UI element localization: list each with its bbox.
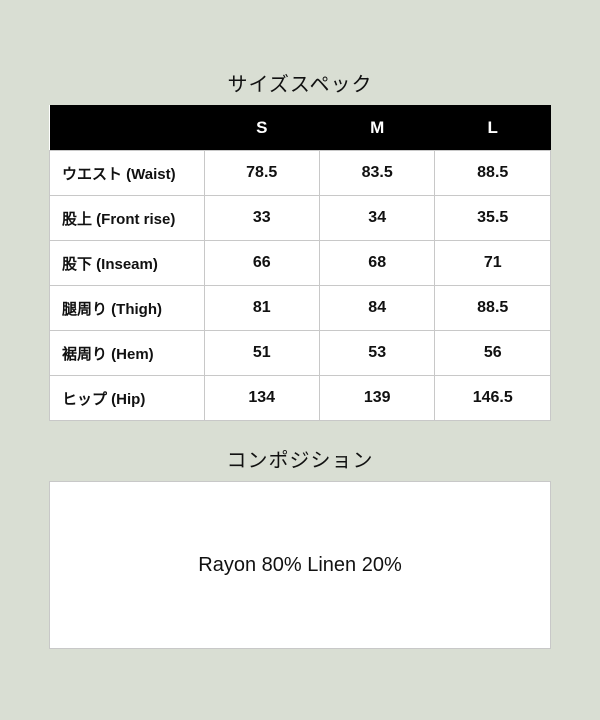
value-cell: 56 — [434, 330, 551, 376]
size-spec-title: サイズスペック — [227, 72, 373, 96]
value-cell: 88.5 — [434, 150, 551, 196]
header-cell — [49, 105, 204, 151]
row-label: ヒップ (Hip) — [49, 375, 205, 421]
value-cell: 83.5 — [318, 150, 436, 196]
size-spec-table: S M L ウエスト (Waist) 78.5 83.5 88.5 股上 (Front … — [49, 105, 551, 421]
value-cell: 66 — [203, 240, 320, 286]
value-cell: 34 — [318, 195, 436, 241]
composition-text: Rayon 80% Linen 20% — [198, 553, 402, 576]
table-row: 股下 (Inseam) 66 68 71 — [49, 240, 551, 286]
value-cell: 78.5 — [203, 150, 320, 196]
value-cell: 68 — [318, 240, 436, 286]
row-label: 腿周り (Thigh) — [49, 285, 205, 331]
value-cell: 81 — [203, 285, 320, 331]
value-cell: 35.5 — [434, 195, 551, 241]
value-cell: 51 — [203, 330, 320, 376]
table-row: 腿周り (Thigh) 81 84 88.5 — [49, 285, 551, 331]
row-label: ウエスト (Waist) — [49, 150, 205, 196]
value-cell: 84 — [318, 285, 436, 331]
header-cell-l: L — [434, 105, 551, 151]
value-cell: 53 — [318, 330, 436, 376]
composition-title: コンポジション — [226, 448, 374, 472]
table-row: 股上 (Front rise) 33 34 35.5 — [49, 195, 551, 241]
table-row: ヒップ (Hip) 134 139 146.5 — [49, 375, 551, 421]
row-label: 股上 (Front rise) — [49, 195, 205, 241]
composition-box: Rayon 80% Linen 20% — [49, 481, 551, 649]
table-row: 裾周り (Hem) 51 53 56 — [49, 330, 551, 376]
value-cell: 146.5 — [434, 375, 551, 421]
value-cell: 71 — [434, 240, 551, 286]
value-cell: 88.5 — [434, 285, 551, 331]
table-row: ウエスト (Waist) 78.5 83.5 88.5 — [49, 150, 551, 196]
table-header-row: S M L — [49, 105, 551, 151]
value-cell: 134 — [203, 375, 320, 421]
value-cell: 139 — [318, 375, 436, 421]
header-cell-m: M — [319, 105, 435, 151]
row-label: 裾周り (Hem) — [49, 330, 205, 376]
value-cell: 33 — [203, 195, 320, 241]
row-label: 股下 (Inseam) — [49, 240, 205, 286]
header-cell-s: S — [204, 105, 320, 151]
